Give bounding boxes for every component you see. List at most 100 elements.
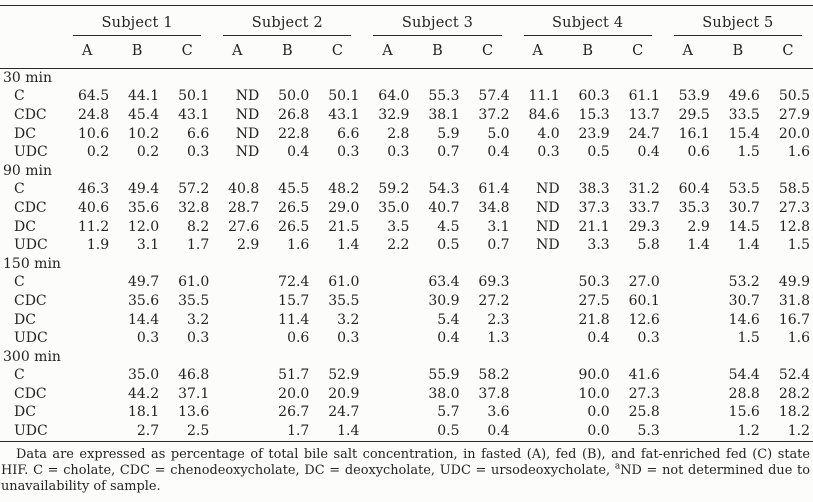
value-cell bbox=[362, 329, 412, 348]
value-cell bbox=[212, 311, 262, 330]
value-cell: 1.2 bbox=[737, 423, 760, 440]
value-cell: 0.3 bbox=[337, 144, 360, 161]
value-cell bbox=[362, 385, 412, 404]
value-cell: 38.0 bbox=[428, 385, 460, 402]
table-row: UDC 0.2 0.2 0.3 ND 0.4 0.3 0.3 0.7 0.4 0.3 0.5 0.4 0.… bbox=[0, 143, 813, 162]
value-cell: 3.1 bbox=[487, 218, 510, 235]
value-cell: 29.3 bbox=[628, 218, 660, 235]
value-cell: 29.0 bbox=[328, 199, 360, 216]
value-cell: 35.6 bbox=[127, 199, 160, 216]
table-row: DC 11.2 12.0 8.2 27.6 26.5 21.5 3.5 4.5 3.1 ND 21.1… bbox=[0, 218, 813, 237]
value-cell: 22.8 bbox=[278, 125, 310, 142]
value-cell bbox=[663, 385, 713, 404]
value-cell: 52.9 bbox=[328, 367, 360, 384]
corner-cell bbox=[0, 6, 62, 37]
value-cell bbox=[212, 385, 262, 404]
footnote-text-part1: Data are expressed as percentage of tota… bbox=[1, 446, 810, 479]
value-cell: 1.5 bbox=[737, 330, 760, 347]
value-cell bbox=[362, 311, 412, 330]
value-cell: 10.0 bbox=[578, 385, 610, 402]
value-cell: 31.8 bbox=[778, 292, 810, 309]
value-cell: 30.7 bbox=[728, 292, 760, 309]
value-cell bbox=[62, 385, 112, 404]
value-cell: 37.2 bbox=[478, 106, 510, 123]
compound-label: C bbox=[14, 274, 25, 291]
subject-label: Subject 4 bbox=[523, 15, 652, 36]
value-cell: 12.0 bbox=[127, 218, 160, 235]
value-cell: 52.4 bbox=[778, 367, 810, 384]
value-cell: 51.7 bbox=[278, 367, 310, 384]
value-cell: 1.4 bbox=[337, 237, 360, 254]
table-row: DC 18.1 13.6 26.7 24.7 5.7 3.6 0.0 25.8 15.6 18.2 bbox=[0, 404, 813, 423]
compound-label: UDC bbox=[14, 330, 48, 347]
value-cell: 33.5 bbox=[728, 106, 760, 123]
table-row: UDC 2.7 2.5 1.7 1.4 0.5 0.4 0.0 5.3 1.2 1.2 bbox=[0, 422, 813, 441]
value-cell: ND bbox=[536, 181, 560, 198]
compound-label: DC bbox=[14, 311, 36, 328]
value-cell: 13.6 bbox=[178, 404, 210, 421]
value-cell: 50.1 bbox=[178, 88, 210, 105]
value-cell: 6.6 bbox=[337, 125, 360, 142]
value-cell: 21.8 bbox=[578, 311, 610, 328]
value-cell: 15.7 bbox=[278, 292, 310, 309]
value-cell: ND bbox=[536, 199, 560, 216]
value-cell: 63.4 bbox=[428, 274, 460, 291]
value-cell: 30.7 bbox=[728, 199, 760, 216]
value-cell: 33.7 bbox=[628, 199, 660, 216]
value-cell: 46.8 bbox=[178, 367, 210, 384]
value-cell: 0.3 bbox=[186, 144, 210, 161]
value-cell: 1.7 bbox=[186, 237, 210, 254]
value-cell bbox=[513, 367, 563, 386]
value-cell: 5.0 bbox=[487, 125, 510, 142]
value-cell: 2.5 bbox=[186, 423, 210, 440]
value-cell: 3.3 bbox=[587, 237, 610, 254]
value-cell: 0.3 bbox=[637, 330, 660, 347]
value-cell: 1.4 bbox=[687, 237, 710, 254]
value-cell: 1.2 bbox=[787, 423, 810, 440]
value-cell: 58.2 bbox=[478, 367, 510, 384]
value-cell: 27.3 bbox=[628, 385, 660, 402]
value-cell: 49.7 bbox=[127, 274, 160, 291]
value-cell: 57.4 bbox=[478, 88, 510, 105]
value-cell bbox=[513, 311, 563, 330]
value-cell: 1.6 bbox=[787, 144, 810, 161]
subject-header-2: Subject 2 bbox=[212, 6, 362, 36]
condition-header-s5-C: C bbox=[762, 36, 813, 69]
value-cell: 60.4 bbox=[678, 181, 710, 198]
condition-header-s4-C: C bbox=[612, 36, 663, 69]
table-row: CDC 40.6 35.6 32.8 28.7 26.5 29.0 35.0 40.7 34.8 N… bbox=[0, 199, 813, 218]
value-cell bbox=[663, 367, 713, 386]
value-cell: 24.7 bbox=[628, 125, 660, 142]
value-cell: 14.6 bbox=[728, 311, 760, 328]
table-row: DC 10.6 10.2 6.6 ND 22.8 6.6 2.8 5.9 5.0 4.0 23.9 24… bbox=[0, 125, 813, 144]
condition-header-s5-A: A bbox=[662, 36, 713, 69]
value-cell bbox=[663, 329, 713, 348]
value-cell bbox=[513, 422, 563, 441]
condition-header-s4-B: B bbox=[562, 36, 613, 69]
compound-label: C bbox=[14, 181, 25, 198]
subject-header-1: Subject 1 bbox=[62, 6, 212, 36]
value-cell: 20.0 bbox=[778, 125, 810, 142]
value-cell: 0.0 bbox=[587, 404, 610, 421]
time-section-row: 300 min bbox=[0, 348, 813, 367]
value-cell bbox=[513, 329, 563, 348]
value-cell: 28.8 bbox=[728, 385, 760, 402]
subject-label: Subject 5 bbox=[673, 15, 802, 36]
value-cell: ND bbox=[536, 218, 560, 235]
value-cell: 45.4 bbox=[127, 106, 160, 123]
value-cell: 32.9 bbox=[378, 106, 410, 123]
value-cell: 90.0 bbox=[578, 367, 610, 384]
value-cell: 61.1 bbox=[628, 88, 660, 105]
value-cell: 1.5 bbox=[737, 144, 760, 161]
table-row: C 49.7 61.0 72.4 61.0 63.4 69.3 50.3 27.0 53.2 49.… bbox=[0, 274, 813, 293]
value-cell: ND bbox=[235, 125, 260, 142]
compound-label: CDC bbox=[14, 199, 47, 216]
value-cell: 48.2 bbox=[328, 181, 360, 198]
value-cell: 35.0 bbox=[127, 367, 160, 384]
value-cell: 0.4 bbox=[287, 144, 310, 161]
value-cell: 13.7 bbox=[628, 106, 660, 123]
value-cell: 34.8 bbox=[478, 199, 510, 216]
time-section-row: 30 min bbox=[0, 69, 813, 88]
footnote-text-part2: ND = not determined due to unavailabilit… bbox=[1, 463, 810, 495]
value-cell: 50.5 bbox=[778, 88, 810, 105]
